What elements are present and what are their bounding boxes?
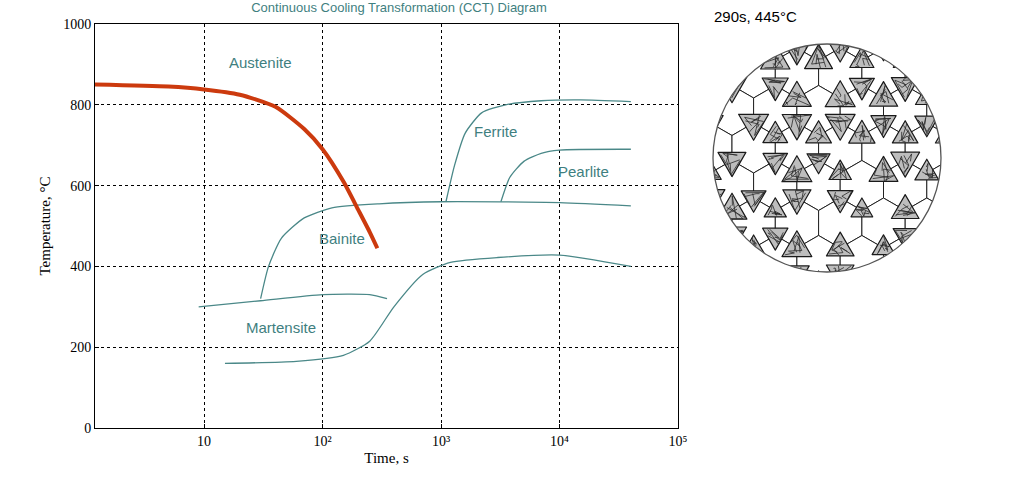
svg-text:600: 600	[70, 179, 91, 194]
svg-text:Pearlite: Pearlite	[558, 163, 609, 180]
svg-text:10²: 10²	[313, 434, 331, 449]
svg-text:Continuous Cooling Transformat: Continuous Cooling Transformation (CCT) …	[251, 0, 547, 15]
svg-text:Temperature, °C: Temperature, °C	[37, 176, 53, 275]
svg-text:1000: 1000	[63, 17, 91, 32]
svg-text:Bainite: Bainite	[319, 230, 365, 247]
svg-text:Ferrite: Ferrite	[474, 123, 517, 140]
svg-text:Time, s: Time, s	[364, 450, 409, 466]
svg-text:290s, 445°C: 290s, 445°C	[714, 8, 797, 25]
svg-text:200: 200	[70, 340, 91, 355]
svg-text:400: 400	[70, 259, 91, 274]
svg-text:0: 0	[84, 421, 91, 436]
svg-text:10: 10	[197, 434, 211, 449]
svg-text:800: 800	[70, 98, 91, 113]
svg-text:Austenite: Austenite	[229, 54, 292, 71]
svg-text:10⁵: 10⁵	[669, 434, 688, 449]
svg-text:10⁴: 10⁴	[550, 434, 569, 449]
svg-text:Martensite: Martensite	[246, 319, 316, 336]
svg-text:10³: 10³	[432, 434, 450, 449]
